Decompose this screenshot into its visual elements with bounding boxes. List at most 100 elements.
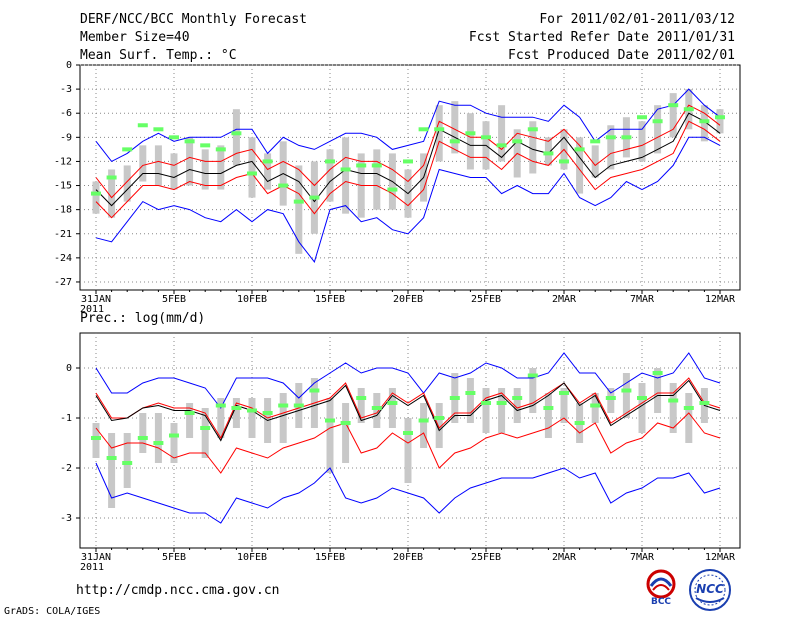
member-range-box — [373, 149, 381, 210]
observed-marker — [496, 143, 507, 148]
observed-marker — [668, 398, 679, 403]
y-tick-label: -15 — [54, 181, 72, 192]
member-range-box — [498, 388, 506, 433]
plot-frame-1 — [79, 64, 741, 291]
observed-marker — [278, 403, 289, 408]
observed-marker — [605, 396, 616, 400]
member-range-box — [248, 398, 256, 438]
member-range-box — [232, 398, 240, 428]
member-range-box — [264, 153, 272, 190]
observed-marker — [200, 426, 211, 430]
observed-marker — [278, 183, 289, 188]
member-range-box — [123, 165, 131, 202]
x-tick-label: 12MAR — [705, 552, 736, 563]
y-tick-label: -21 — [54, 229, 72, 240]
observed-marker — [309, 195, 320, 200]
observed-marker — [122, 461, 133, 465]
x-tick-label: 5FEB — [162, 552, 186, 563]
observed-marker — [559, 159, 569, 164]
observed-marker — [356, 163, 367, 168]
y-tick-label: -24 — [54, 253, 72, 264]
y-tick-label: -1 — [60, 413, 72, 424]
observed-marker — [106, 456, 117, 460]
observed-marker — [403, 431, 413, 435]
member-range-box — [466, 113, 474, 170]
observed-marker — [574, 421, 585, 425]
member-range-box — [498, 105, 506, 162]
observed-marker — [449, 139, 460, 144]
observed-marker — [106, 175, 117, 180]
observed-marker — [137, 123, 148, 128]
x-tick-label: 10FEB — [237, 552, 267, 563]
observed-marker — [91, 436, 101, 440]
fcst-started-date: Fcst Started Refer Date 2011/01/31 — [468, 30, 735, 45]
observed-marker — [247, 171, 257, 176]
x-tick-label: 15FEB — [315, 294, 345, 305]
observed-marker — [434, 416, 445, 420]
member-range-box — [451, 101, 459, 154]
observed-marker — [605, 135, 616, 140]
observed-marker — [309, 388, 320, 393]
member-range-box — [435, 105, 443, 162]
y-tick-label: 0 — [66, 363, 72, 374]
series-line-mean-minus — [95, 412, 721, 474]
x-tick-label: 2011 — [80, 304, 104, 315]
observed-marker — [699, 119, 710, 124]
x-tick-label: 20FEB — [393, 294, 423, 305]
member-range-box — [154, 413, 162, 463]
y-tick-label: -27 — [54, 277, 72, 288]
member-range-box — [404, 418, 412, 483]
x-tick-label: 2MAR — [552, 552, 577, 563]
y-tick-label: -6 — [60, 108, 72, 119]
x-tick-label: 15FEB — [315, 552, 345, 563]
member-range-box — [576, 137, 584, 194]
observed-marker — [434, 127, 445, 132]
bcc-logo: BCC — [641, 568, 681, 608]
member-range-box — [373, 393, 381, 428]
observed-marker — [590, 403, 601, 408]
observed-marker — [418, 418, 429, 423]
member-range-box — [654, 368, 662, 413]
x-tick-label: 20FEB — [393, 552, 423, 563]
observed-marker — [325, 418, 335, 423]
series-line-max — [95, 88, 721, 163]
observed-marker — [637, 396, 647, 400]
observed-marker — [465, 131, 476, 136]
observed-marker — [621, 135, 632, 140]
observed-marker — [387, 187, 398, 192]
observed-marker — [715, 115, 725, 120]
observed-marker — [200, 143, 211, 148]
observed-marker — [215, 403, 226, 408]
series-line-mean-minus — [95, 120, 721, 219]
observed-marker — [371, 406, 382, 410]
member-range-box — [669, 93, 677, 138]
member-range-box — [279, 393, 287, 443]
member-range-box — [186, 403, 194, 438]
chart-title: DERF/NCC/BCC Monthly Forecast — [80, 12, 307, 27]
fcst-produced-date: Fcst Produced Date 2011/02/01 — [508, 48, 735, 63]
observed-marker — [668, 103, 679, 108]
source-url[interactable]: http://cmdp.ncc.cma.gov.cn — [76, 583, 280, 598]
y-tick-label: -18 — [54, 205, 72, 216]
member-range-box — [217, 398, 225, 438]
ncc-logo-text: NCC — [696, 582, 724, 596]
member-range-box — [685, 393, 693, 443]
member-range-box — [170, 423, 178, 463]
forecast-period: For 2011/02/01-2011/03/12 — [539, 12, 735, 27]
x-tick-label: 7MAR — [630, 294, 655, 305]
x-tick-label: 10FEB — [237, 294, 267, 305]
series-line-ens-mean — [95, 112, 721, 207]
x-tick-label: 31JAN — [81, 294, 111, 305]
observed-marker — [371, 163, 382, 168]
observed-marker — [481, 135, 491, 140]
observed-marker — [590, 139, 601, 144]
x-tick-label: 12MAR — [705, 294, 736, 305]
member-range-box — [186, 137, 194, 186]
member-range-box — [591, 145, 599, 178]
member-range-box — [326, 149, 334, 202]
observed-marker — [527, 127, 538, 132]
observed-marker — [325, 159, 335, 164]
observed-marker — [262, 159, 273, 164]
observed-marker — [231, 131, 242, 136]
member-range-box — [201, 149, 209, 190]
